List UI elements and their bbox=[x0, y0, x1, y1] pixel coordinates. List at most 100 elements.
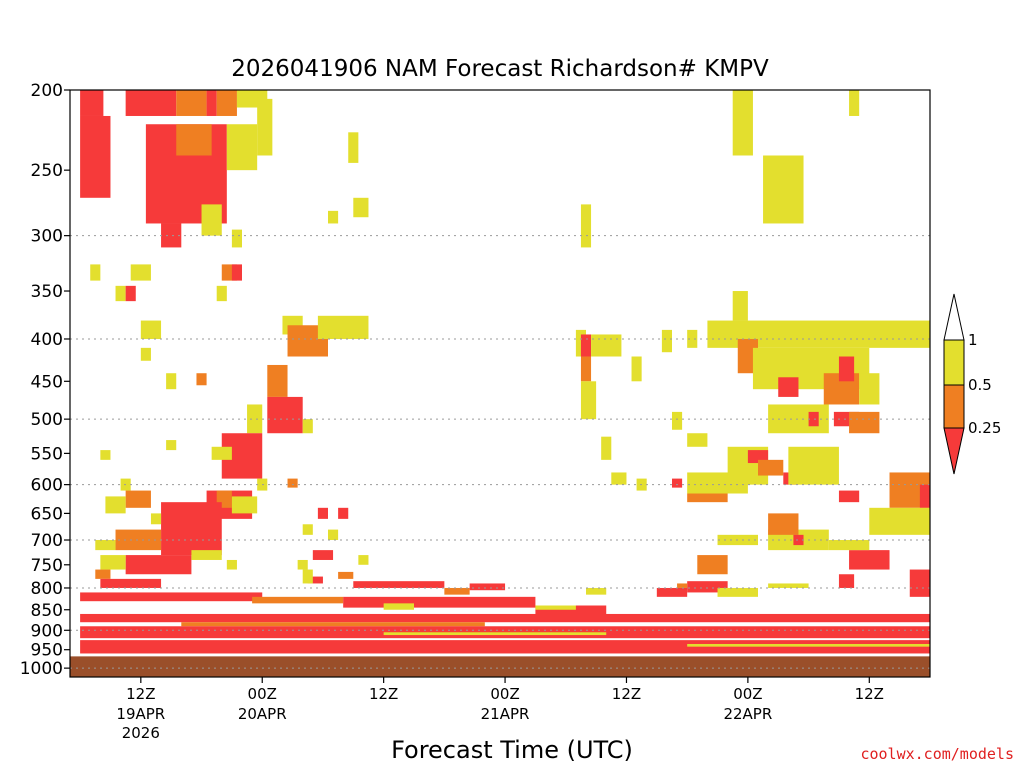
y-tick-label: 700 bbox=[31, 531, 63, 551]
y-tick-label: 600 bbox=[31, 476, 63, 496]
heatmap-cell bbox=[267, 364, 288, 397]
heatmap-cell bbox=[672, 478, 683, 488]
heatmap-cell bbox=[140, 347, 151, 361]
heatmap-cell bbox=[758, 459, 784, 476]
heatmap-cell bbox=[793, 534, 804, 546]
heatmap-cell bbox=[383, 632, 607, 636]
heatmap-cell bbox=[444, 587, 470, 595]
heatmap-cell bbox=[687, 643, 930, 647]
heatmap-cell bbox=[747, 450, 769, 464]
heatmap-cell bbox=[317, 507, 328, 519]
heatmap-cell bbox=[176, 124, 212, 156]
heatmap-cell bbox=[601, 436, 612, 460]
y-tick-label: 650 bbox=[31, 504, 63, 524]
heatmap-cell bbox=[661, 329, 672, 353]
heatmap-cell bbox=[672, 411, 683, 430]
x-tick-label: 12Z bbox=[855, 685, 884, 703]
heatmap-cell bbox=[176, 90, 207, 116]
y-tick-label: 500 bbox=[31, 410, 63, 430]
y-tick-label: 850 bbox=[31, 601, 63, 621]
heatmap-cell bbox=[687, 581, 728, 593]
heatmap-cell bbox=[252, 596, 344, 604]
heatmap-cell bbox=[838, 574, 855, 588]
heatmap-cell bbox=[838, 490, 860, 503]
heatmap-cell bbox=[580, 334, 592, 357]
heatmap-cell bbox=[150, 513, 162, 525]
x-tick-date-label: 20APR bbox=[238, 705, 287, 723]
heatmap-cell bbox=[859, 373, 880, 405]
ground-fill bbox=[70, 655, 930, 677]
heatmap-cell bbox=[586, 587, 607, 595]
heatmap-cell bbox=[80, 640, 930, 654]
heatmap-cell bbox=[307, 576, 323, 584]
x-tick-label: 00Z bbox=[248, 685, 277, 703]
heatmap-cell bbox=[287, 478, 298, 488]
heatmap-cell bbox=[80, 613, 930, 623]
heatmap-cell bbox=[125, 285, 136, 302]
y-tick-label: 250 bbox=[31, 161, 63, 181]
heatmap-cell bbox=[90, 264, 101, 281]
heatmap-cell bbox=[302, 419, 313, 434]
legend-label: 0.25 bbox=[968, 419, 1001, 437]
x-tick-label: 12Z bbox=[369, 685, 398, 703]
heatmap-cell bbox=[216, 285, 227, 302]
heatmap-cell bbox=[849, 411, 880, 434]
heatmap-cell bbox=[80, 626, 930, 639]
heatmap-cell bbox=[166, 440, 177, 451]
heatmap-cell bbox=[687, 329, 698, 348]
x-tick-label: 00Z bbox=[733, 685, 762, 703]
legend-swatch-above-1 bbox=[943, 293, 965, 341]
heatmap-cell bbox=[328, 529, 339, 541]
credit-text: coolwx.com/models bbox=[860, 745, 1014, 763]
heatmap-cell bbox=[105, 496, 126, 514]
heatmap-cell bbox=[591, 334, 622, 357]
heatmap-cell bbox=[383, 603, 414, 610]
heatmap-cell bbox=[656, 587, 688, 597]
heatmap-cell bbox=[317, 315, 369, 339]
heatmap-cell bbox=[191, 550, 222, 560]
heatmap-cell bbox=[247, 404, 263, 434]
heatmap-cell bbox=[312, 550, 334, 560]
heatmap-cell bbox=[100, 578, 162, 588]
plot-frame bbox=[69, 89, 931, 678]
heatmap-cell bbox=[631, 356, 642, 382]
heatmap-cell bbox=[869, 507, 930, 535]
y-tick-label: 350 bbox=[31, 282, 63, 302]
heatmap-cell bbox=[100, 555, 126, 570]
heatmap-cell bbox=[732, 291, 748, 321]
heatmap-cell bbox=[677, 583, 688, 588]
heatmap-cell bbox=[80, 592, 263, 602]
y-tick-label: 900 bbox=[31, 621, 63, 641]
heatmap-cell bbox=[161, 223, 182, 248]
legend-swatch bbox=[943, 339, 965, 386]
y-tick-label: 1000 bbox=[20, 659, 63, 679]
legend-label: 1 bbox=[968, 331, 978, 349]
heatmap-cell bbox=[125, 555, 192, 575]
heatmap-cell bbox=[338, 507, 349, 519]
heatmap-cell bbox=[828, 540, 870, 551]
y-axis: 200 250 300 350 400 450 500 550 600 650 700 750 8008… bbox=[20, 81, 70, 679]
heatmap-cell bbox=[80, 90, 104, 116]
x-tick-date-label: 21APR bbox=[481, 705, 530, 723]
heatmap-cell bbox=[297, 559, 308, 570]
heatmap-cell bbox=[697, 555, 728, 575]
heatmap-cell bbox=[909, 569, 930, 597]
heatmap-cells bbox=[80, 90, 930, 654]
heatmap-cell bbox=[95, 540, 116, 551]
heatmap-cell bbox=[201, 204, 222, 236]
y-tick-label: 950 bbox=[31, 641, 63, 661]
heatmap-cell bbox=[687, 493, 728, 503]
heatmap-cell bbox=[328, 210, 339, 224]
heatmap-cell bbox=[338, 571, 354, 579]
heatmap-cell bbox=[216, 90, 237, 116]
heatmap-cell bbox=[231, 264, 242, 281]
heatmap-cell bbox=[580, 356, 592, 382]
x-tick-date-label: 19APR bbox=[116, 705, 165, 723]
y-tick-label: 400 bbox=[31, 330, 63, 350]
heatmap-cell bbox=[849, 550, 890, 570]
heatmap-cell bbox=[80, 115, 111, 198]
heatmap-cell bbox=[125, 490, 151, 508]
heatmap-cell bbox=[100, 450, 111, 460]
